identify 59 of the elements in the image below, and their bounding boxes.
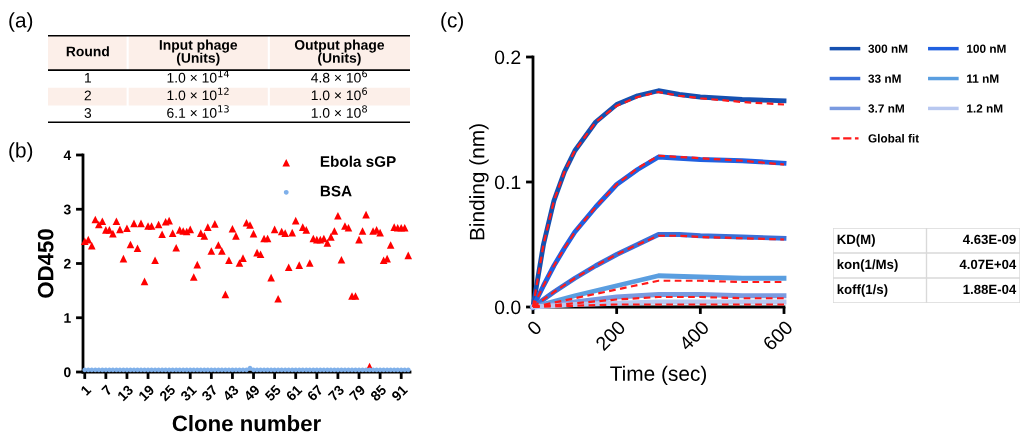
x-tick-label: 49 — [243, 384, 261, 402]
category-label: Input phage (Units) — [159, 39, 238, 66]
legend-label: 100 nM — [967, 44, 1006, 53]
text: 1.88E-04 — [963, 284, 1017, 295]
legend-label: 300 nM — [868, 44, 908, 53]
text: koff(1/s) — [837, 284, 888, 297]
x-tick-label: 67 — [306, 384, 324, 402]
text: 4.63E-09 — [962, 234, 1016, 245]
y-tick-label: 0.0 — [494, 300, 521, 315]
x-tick-label: 85 — [369, 384, 388, 402]
x-axis-title: Time (sec) — [610, 365, 707, 386]
y-tick-label: 2 — [63, 258, 71, 269]
chart-title: (b) — [9, 142, 33, 162]
legend-label: 3.7 nM — [868, 104, 904, 113]
text: 6.1 × 10$^{13}$ — [167, 105, 229, 118]
x-tick-label: 200 — [594, 319, 627, 352]
y-tick-label: 0.1 — [494, 175, 521, 190]
legend-label: BSA — [320, 185, 352, 197]
text: (a) — [9, 12, 33, 32]
y-tick-label: 4 — [63, 150, 72, 161]
x-tick-label: 13 — [116, 384, 134, 402]
text: 1.0 × 10$^{12}$ — [167, 87, 229, 101]
y-axis-title: OD450 — [37, 229, 54, 298]
x-tick-label: 400 — [678, 319, 710, 352]
text: 1.0 × 10$^{8}$ — [311, 105, 367, 118]
x-tick-label: 43 — [221, 384, 240, 402]
x-tick-label: 600 — [762, 319, 794, 352]
text: KD(M) — [837, 234, 875, 247]
x-tick-label: 37 — [200, 384, 219, 402]
chart-title: (c) — [441, 12, 463, 32]
text: 1.0 × 10$^{6}$ — [311, 87, 368, 101]
y-axis-title: Binding (nm) — [469, 124, 489, 240]
x-tick-label: 25 — [158, 384, 177, 402]
legend-label: Ebola sGP — [320, 155, 396, 167]
x-tick-label: 91 — [390, 384, 409, 402]
category-label: Output phage (Units) — [294, 39, 385, 66]
x-tick-label: 1 — [80, 384, 92, 396]
x-tick-label: 19 — [138, 384, 155, 402]
x-tick-label: 79 — [348, 384, 366, 402]
text: 3 — [84, 108, 92, 118]
category-label: Round — [66, 46, 109, 57]
legend-label: Global fit — [868, 133, 919, 143]
legend-label: 33 nM — [868, 74, 901, 83]
legend-label: 11 nM — [967, 74, 999, 83]
x-tick-label: 61 — [285, 384, 303, 402]
x-tick-label: 31 — [179, 384, 198, 402]
x-tick-label: 55 — [264, 384, 282, 402]
x-tick-label: 73 — [327, 384, 345, 402]
text: 2 — [84, 90, 91, 101]
x-tick-label: 0 — [526, 319, 543, 337]
y-tick-label: 3 — [63, 204, 71, 215]
x-tick-label: 7 — [101, 384, 113, 396]
text: kon(1/Ms) — [837, 259, 898, 272]
y-tick-label: 0 — [64, 367, 71, 378]
y-tick-label: 0.2 — [494, 50, 521, 65]
text: 4.07E+04 — [959, 259, 1017, 270]
x-axis-title: Clone number — [172, 414, 321, 432]
text: 1 — [85, 73, 91, 83]
legend-label: 1.2 nM — [967, 104, 1003, 113]
